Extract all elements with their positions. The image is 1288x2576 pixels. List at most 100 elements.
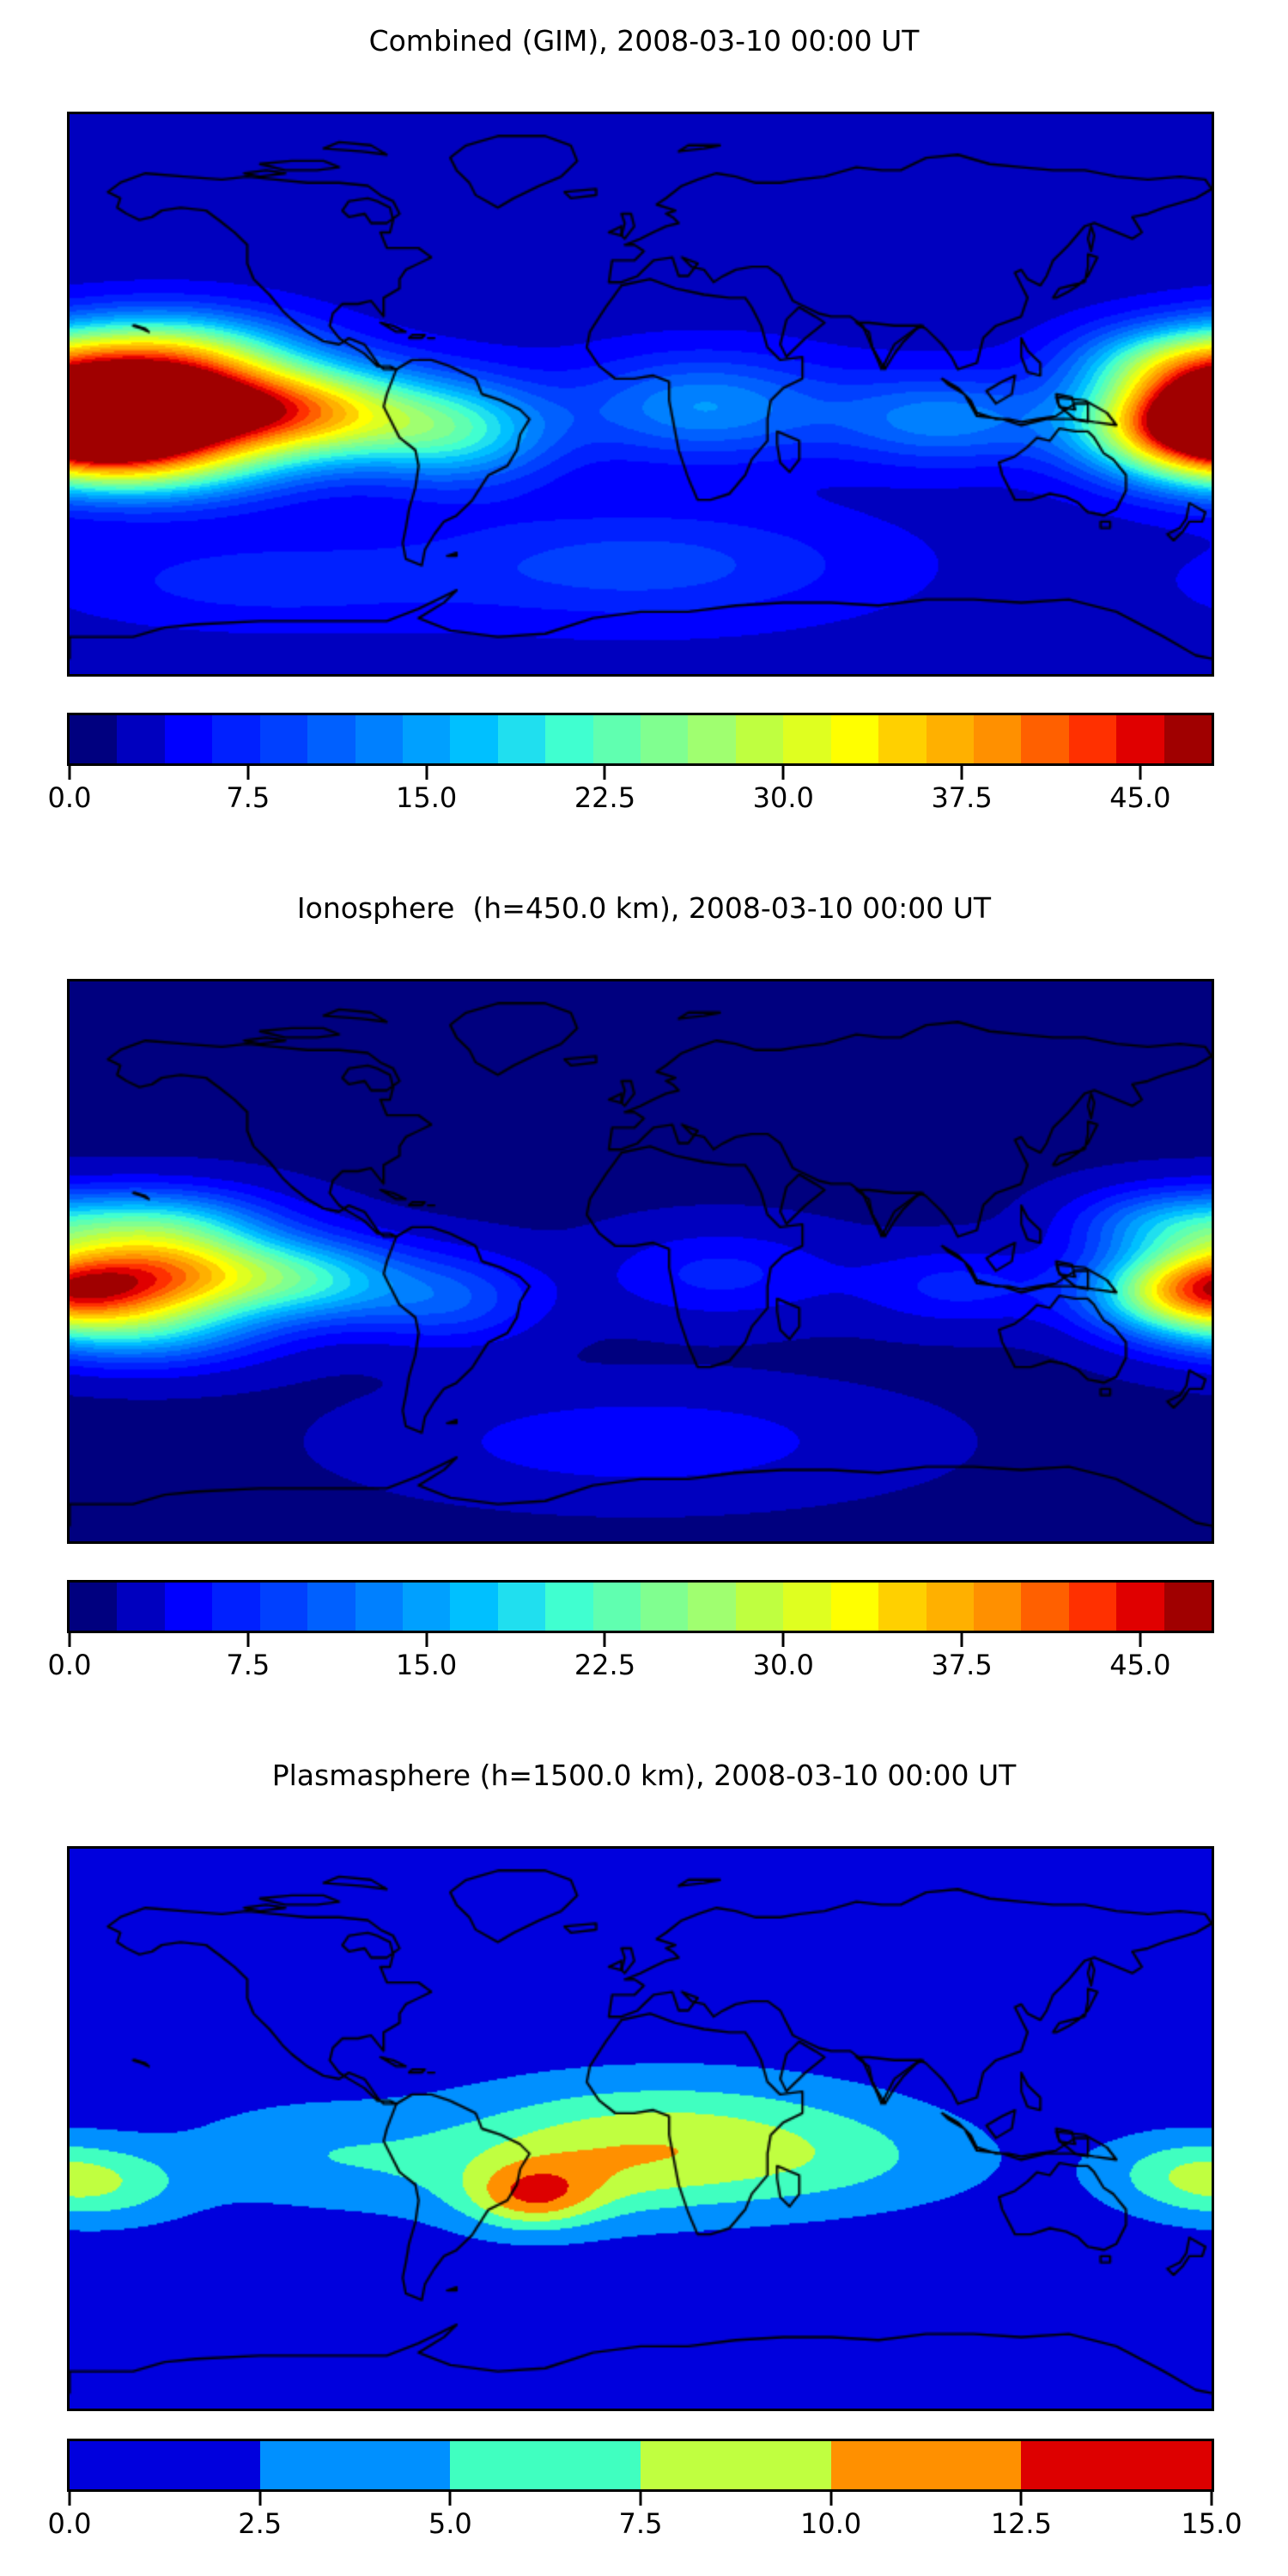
colorbar-segment <box>259 2441 451 2489</box>
colorbar-segment <box>1116 1583 1164 1631</box>
colorbar-segment <box>688 1583 736 1631</box>
colorbar-tick <box>425 766 428 780</box>
colorbar-segment <box>641 2441 831 2489</box>
colorbar-segment <box>117 715 165 763</box>
panel-title-plasmasphere: Plasmasphere (h=1500.0 km), 2008-03-10 0… <box>271 1759 1017 1792</box>
colorbar-segment <box>1021 715 1069 763</box>
colorbar-tick-label: 22.5 <box>574 781 636 814</box>
colorbar-segment <box>402 1583 451 1631</box>
colorbar-tick <box>246 766 250 780</box>
colorbar-segment <box>974 715 1022 763</box>
colorbar-tick <box>68 2492 71 2506</box>
colorbar-tick-label: 15.0 <box>396 781 458 814</box>
colorbar-tick <box>829 2492 833 2506</box>
map-canvas-combined-gim <box>70 114 1212 674</box>
colorbar-gradient-ionosphere <box>67 1580 1214 1633</box>
colorbar-segment <box>545 715 593 763</box>
colorbar-tick-label: 15.0 <box>396 1649 458 1681</box>
colorbar-segment <box>307 715 355 763</box>
colorbar-tick-label: 22.5 <box>574 1649 636 1681</box>
colorbar-segment <box>641 1583 689 1631</box>
colorbar-segment <box>212 715 260 763</box>
colorbar-segment <box>117 1583 165 1631</box>
colorbar-combined-gim: 0.0 7.5 15.0 22.5 30.0 37.5 45.0 <box>48 713 1214 817</box>
colorbar-gradient-combined-gim <box>67 713 1214 766</box>
colorbar-segment <box>783 1583 831 1631</box>
colorbar-tick-label: 2.5 <box>238 2507 283 2540</box>
panel-combined-gim: Combined (GIM), 2008-03-10 00:00 UT 0.0 7… <box>0 0 1288 859</box>
map-ionosphere <box>67 979 1214 1544</box>
colorbar-plasmasphere: 0.0 2.5 5.0 7.5 10.0 12.5 15.0 <box>48 2439 1242 2543</box>
colorbar-tick <box>425 1633 428 1647</box>
colorbar-segment <box>212 1583 260 1631</box>
colorbar-tick-label: 15.0 <box>1181 2507 1242 2540</box>
colorbar-segment <box>878 1583 927 1631</box>
colorbar-segment <box>450 2441 641 2489</box>
colorbar-tick <box>960 1633 963 1647</box>
colorbar-segment <box>1068 715 1117 763</box>
colorbar-tick-label: 37.5 <box>931 781 993 814</box>
colorbar-segment <box>70 715 118 763</box>
colorbar-tick <box>781 766 785 780</box>
colorbar-ticks-plasmasphere <box>67 2492 1214 2506</box>
colorbar-tick-label: 7.5 <box>226 781 270 814</box>
colorbar-segment <box>1163 715 1212 763</box>
map-plasmasphere <box>67 1846 1214 2411</box>
colorbar-segment <box>70 1583 118 1631</box>
colorbar-segment <box>926 1583 975 1631</box>
colorbar-segment <box>592 1583 641 1631</box>
colorbar-segment <box>1116 715 1164 763</box>
colorbar-ionosphere: 0.0 7.5 15.0 22.5 30.0 37.5 45.0 <box>48 1580 1214 1685</box>
colorbar-segment <box>926 715 975 763</box>
colorbar-labels-combined-gim: 0.0 7.5 15.0 22.5 30.0 37.5 45.0 <box>48 780 1214 817</box>
colorbar-segment <box>259 715 308 763</box>
colorbar-segment <box>830 1583 879 1631</box>
colorbar-tick-label: 5.0 <box>428 2507 472 2540</box>
panel-plasmasphere: Plasmasphere (h=1500.0 km), 2008-03-10 0… <box>0 1735 1288 2576</box>
colorbar-tick <box>258 2492 262 2506</box>
colorbar-segment <box>497 1583 546 1631</box>
colorbar-tick <box>448 2492 452 2506</box>
colorbar-tick <box>781 1633 785 1647</box>
colorbar-tick-label: 45.0 <box>1109 781 1171 814</box>
colorbar-segment <box>783 715 831 763</box>
panel-title-combined-gim: Combined (GIM), 2008-03-10 00:00 UT <box>368 24 920 58</box>
colorbar-segment <box>1021 2441 1212 2489</box>
colorbar-tick-label: 0.0 <box>47 781 92 814</box>
colorbar-segment <box>1068 1583 1117 1631</box>
colorbar-tick <box>1210 2492 1213 2506</box>
colorbar-tick-label: 0.0 <box>47 1649 92 1681</box>
colorbar-segment <box>164 715 213 763</box>
colorbar-segment <box>402 715 451 763</box>
colorbar-gradient-plasmasphere <box>67 2439 1214 2492</box>
colorbar-tick <box>1139 766 1142 780</box>
colorbar-tick-label: 12.5 <box>990 2507 1052 2540</box>
colorbar-tick <box>603 1633 606 1647</box>
colorbar-segment <box>355 715 403 763</box>
colorbar-tick-label: 37.5 <box>931 1649 993 1681</box>
colorbar-segment <box>974 1583 1022 1631</box>
colorbar-segment <box>830 715 879 763</box>
colorbar-segment <box>641 715 689 763</box>
colorbar-tick <box>1139 1633 1142 1647</box>
colorbar-tick <box>603 766 606 780</box>
colorbar-segment <box>355 1583 403 1631</box>
colorbar-tick <box>1019 2492 1023 2506</box>
colorbar-labels-ionosphere: 0.0 7.5 15.0 22.5 30.0 37.5 45.0 <box>48 1647 1214 1685</box>
colorbar-segment <box>878 715 927 763</box>
colorbar-segment <box>259 1583 308 1631</box>
colorbar-tick-label: 7.5 <box>618 2507 663 2540</box>
map-canvas-ionosphere <box>70 981 1212 1541</box>
map-canvas-plasmasphere <box>70 1849 1212 2409</box>
colorbar-tick <box>68 1633 71 1647</box>
colorbar-segment <box>592 715 641 763</box>
colorbar-segment <box>450 715 498 763</box>
colorbar-segment <box>735 715 784 763</box>
colorbar-tick-label: 45.0 <box>1109 1649 1171 1681</box>
colorbar-segment <box>1021 1583 1069 1631</box>
colorbar-tick <box>68 766 71 780</box>
colorbar-segment <box>70 2441 260 2489</box>
map-combined-gim <box>67 112 1214 677</box>
colorbar-segment <box>830 2441 1022 2489</box>
